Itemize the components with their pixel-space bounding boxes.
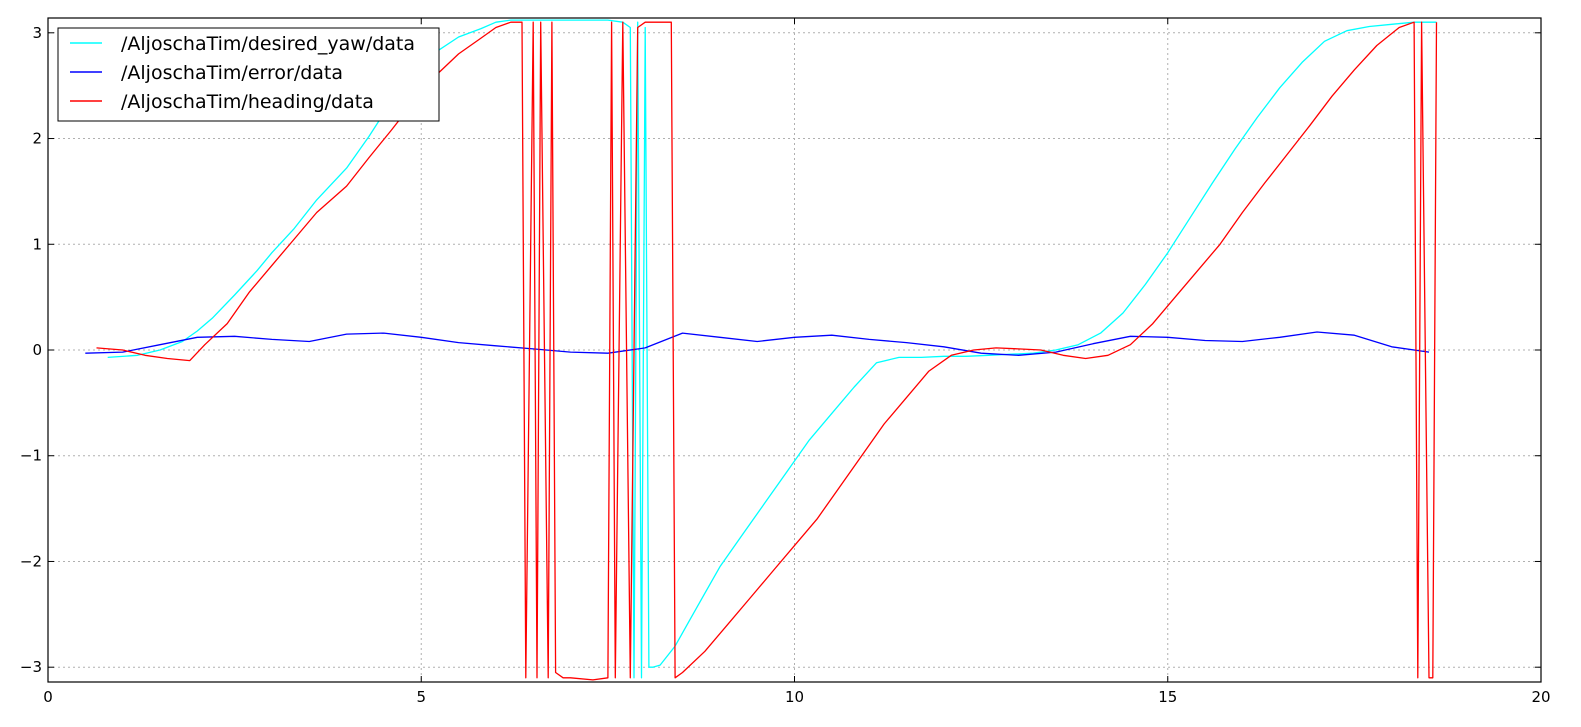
legend-label: /AljoschaTim/desired_yaw/data	[121, 33, 415, 55]
y-tick-label: −3	[20, 658, 42, 676]
y-tick-label: 0	[32, 341, 42, 359]
series-line-0	[107, 19, 1437, 679]
x-tick-label: 20	[1531, 688, 1550, 706]
legend-label: /AljoschaTim/error/data	[121, 62, 343, 84]
series-line-1	[85, 331, 1430, 356]
grid-lines	[48, 18, 1541, 682]
series-layer	[85, 19, 1438, 681]
tick-marks	[47, 18, 1542, 682]
y-tick-labels: −3 −2 −1 0 1 2 3	[20, 24, 42, 676]
y-tick-label: 3	[32, 24, 42, 42]
y-tick-label: 2	[32, 130, 42, 148]
x-tick-label: 15	[1158, 688, 1177, 706]
series-line-2	[96, 21, 1438, 681]
x-tick-label: 5	[416, 688, 426, 706]
legend: /AljoschaTim/desired_yaw/data/AljoschaTi…	[57, 27, 440, 122]
x-tick-label: 0	[43, 688, 53, 706]
x-tick-labels: 0 5 10 15 20	[43, 688, 1550, 706]
y-tick-label: −1	[20, 447, 42, 465]
legend-box	[57, 27, 440, 122]
y-tick-label: −2	[20, 552, 42, 570]
x-tick-label: 10	[785, 688, 804, 706]
y-tick-label: 1	[32, 235, 42, 253]
legend-label: /AljoschaTim/heading/data	[121, 91, 374, 113]
